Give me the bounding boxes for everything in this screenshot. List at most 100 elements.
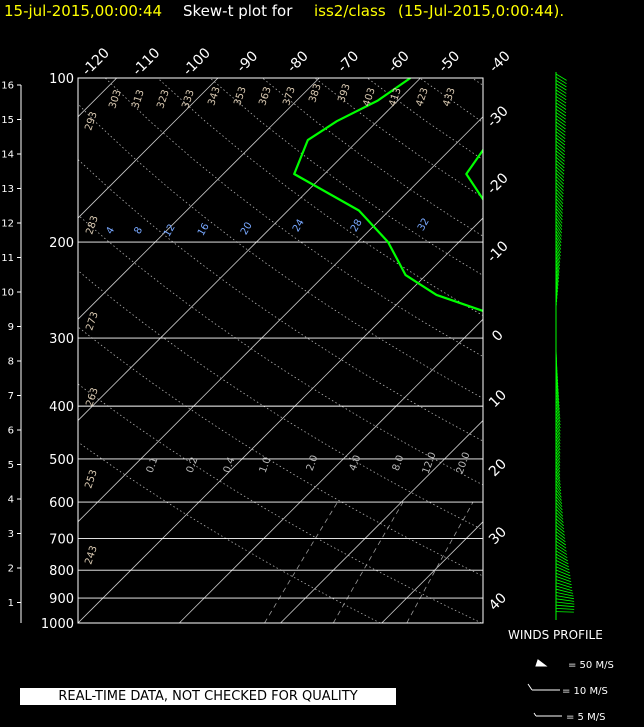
wind-barb [555, 188, 564, 198]
wind-barb [555, 560, 569, 568]
wind-barb [555, 253, 561, 263]
wind-barb [555, 569, 571, 577]
wind-barb [555, 384, 559, 394]
wind-barb [555, 134, 566, 143]
height-tick-label: 1 [8, 598, 14, 609]
wind-barb [555, 540, 567, 549]
dry-adiabat-label: 403 [361, 86, 377, 108]
wind-barb [555, 217, 563, 227]
wind-barb [555, 140, 566, 149]
wind-barb [555, 611, 574, 613]
wind-barb [555, 153, 565, 162]
dry-adiabat-label: 323 [155, 88, 171, 110]
dry-adiabat-label: 373 [281, 85, 297, 107]
wind-barb [555, 544, 567, 552]
height-tick-label: 10 [1, 288, 14, 299]
wind-barb [555, 211, 563, 221]
wind-barb [555, 467, 561, 476]
wind-barb [555, 89, 567, 97]
qc-banner: REAL-TIME DATA, NOT CHECKED FOR QUALITY [20, 688, 396, 705]
wind-barb [555, 397, 560, 407]
isotherm-line [78, 78, 421, 422]
wind-barb [555, 179, 564, 188]
wind-barb [555, 601, 575, 605]
wind-barb [555, 371, 559, 382]
wind-barb [555, 387, 560, 397]
wind-barb [555, 445, 561, 454]
wind-barb [555, 576, 572, 583]
wind-barb [555, 505, 563, 514]
wind-barb [555, 237, 562, 247]
wind-barb [555, 515, 564, 523]
mixing-ratio-line [406, 501, 474, 623]
dry-adiabat-line [78, 103, 483, 399]
moist-adiabat-label: 4 [104, 225, 117, 236]
pressure-tick-label: 800 [49, 564, 74, 579]
wind-barb [555, 400, 560, 410]
isotherm-line [78, 78, 219, 219]
dry-adiabat-line [262, 78, 483, 237]
dry-adiabat-label: 413 [387, 86, 403, 108]
dry-adiabat-line [78, 270, 483, 531]
wind-barb [555, 285, 558, 296]
wind-barb [555, 492, 562, 501]
wind-barb [555, 224, 563, 234]
pressure-tick-label: 300 [49, 332, 74, 347]
wind-barb [555, 128, 566, 136]
wind-barb [555, 262, 560, 273]
wind-barb [555, 281, 558, 293]
wind-barb [555, 115, 566, 123]
top-temp-label: -100 [180, 45, 214, 79]
wind-barb [555, 579, 572, 586]
dry-adiabat-label: 293 [83, 110, 99, 132]
height-tick-label: 14 [1, 150, 14, 161]
wind-barb [555, 144, 566, 152]
moist-adiabat-label: 8 [132, 225, 145, 236]
wind-barb [555, 486, 562, 495]
wind-barb [555, 512, 564, 520]
top-temp-label: -70 [335, 48, 362, 75]
wind-barb [555, 524, 565, 533]
wind-barb [555, 105, 567, 114]
dry-adiabat-line [629, 78, 644, 623]
temperature-profile [465, 148, 483, 202]
wind-barb [555, 409, 561, 419]
right-temp-label: 10 [486, 387, 510, 411]
pressure-tick-label: 400 [49, 400, 74, 415]
dry-adiabat-label: 263 [84, 386, 100, 408]
top-temp-label: -60 [385, 48, 412, 75]
right-temp-label: 40 [486, 590, 510, 614]
wind-barb [555, 608, 575, 610]
mixing-ratio-label: 0.1 [145, 456, 161, 475]
wind-barb [555, 390, 560, 401]
top-temp-label: -90 [234, 48, 261, 75]
isotherm-line [381, 521, 483, 623]
wind-barb [555, 201, 564, 211]
wind-key-label-50: = 50 M/S [568, 660, 614, 671]
moist-adiabat-label: 32 [416, 216, 432, 233]
wind-barb [555, 198, 564, 208]
wind-barb [555, 496, 563, 504]
wind-barb [555, 461, 561, 470]
wind-barb [555, 233, 562, 244]
wind-barb [555, 147, 565, 156]
wind-barb [555, 374, 559, 385]
sounding-series [293, 78, 483, 313]
mixing-ratio-line [599, 502, 644, 623]
dry-adiabat-label: 423 [414, 86, 430, 108]
dry-adiabat-line [209, 78, 483, 276]
dry-adiabat-line [577, 78, 644, 623]
wind-barb [555, 227, 562, 237]
wind-key-barb-50 [535, 659, 548, 667]
wind-barb [555, 204, 563, 214]
wind-barb [555, 381, 559, 391]
wind-barb [555, 249, 561, 260]
wind-barb [555, 448, 561, 457]
wind-barb [555, 275, 559, 286]
height-tick-label: 16 [1, 81, 14, 92]
wind-barb [555, 259, 560, 270]
wind-barb [555, 272, 559, 283]
dry-adiabat-label: 333 [180, 88, 196, 110]
wind-barb [555, 102, 567, 110]
wind-barb [555, 604, 575, 608]
